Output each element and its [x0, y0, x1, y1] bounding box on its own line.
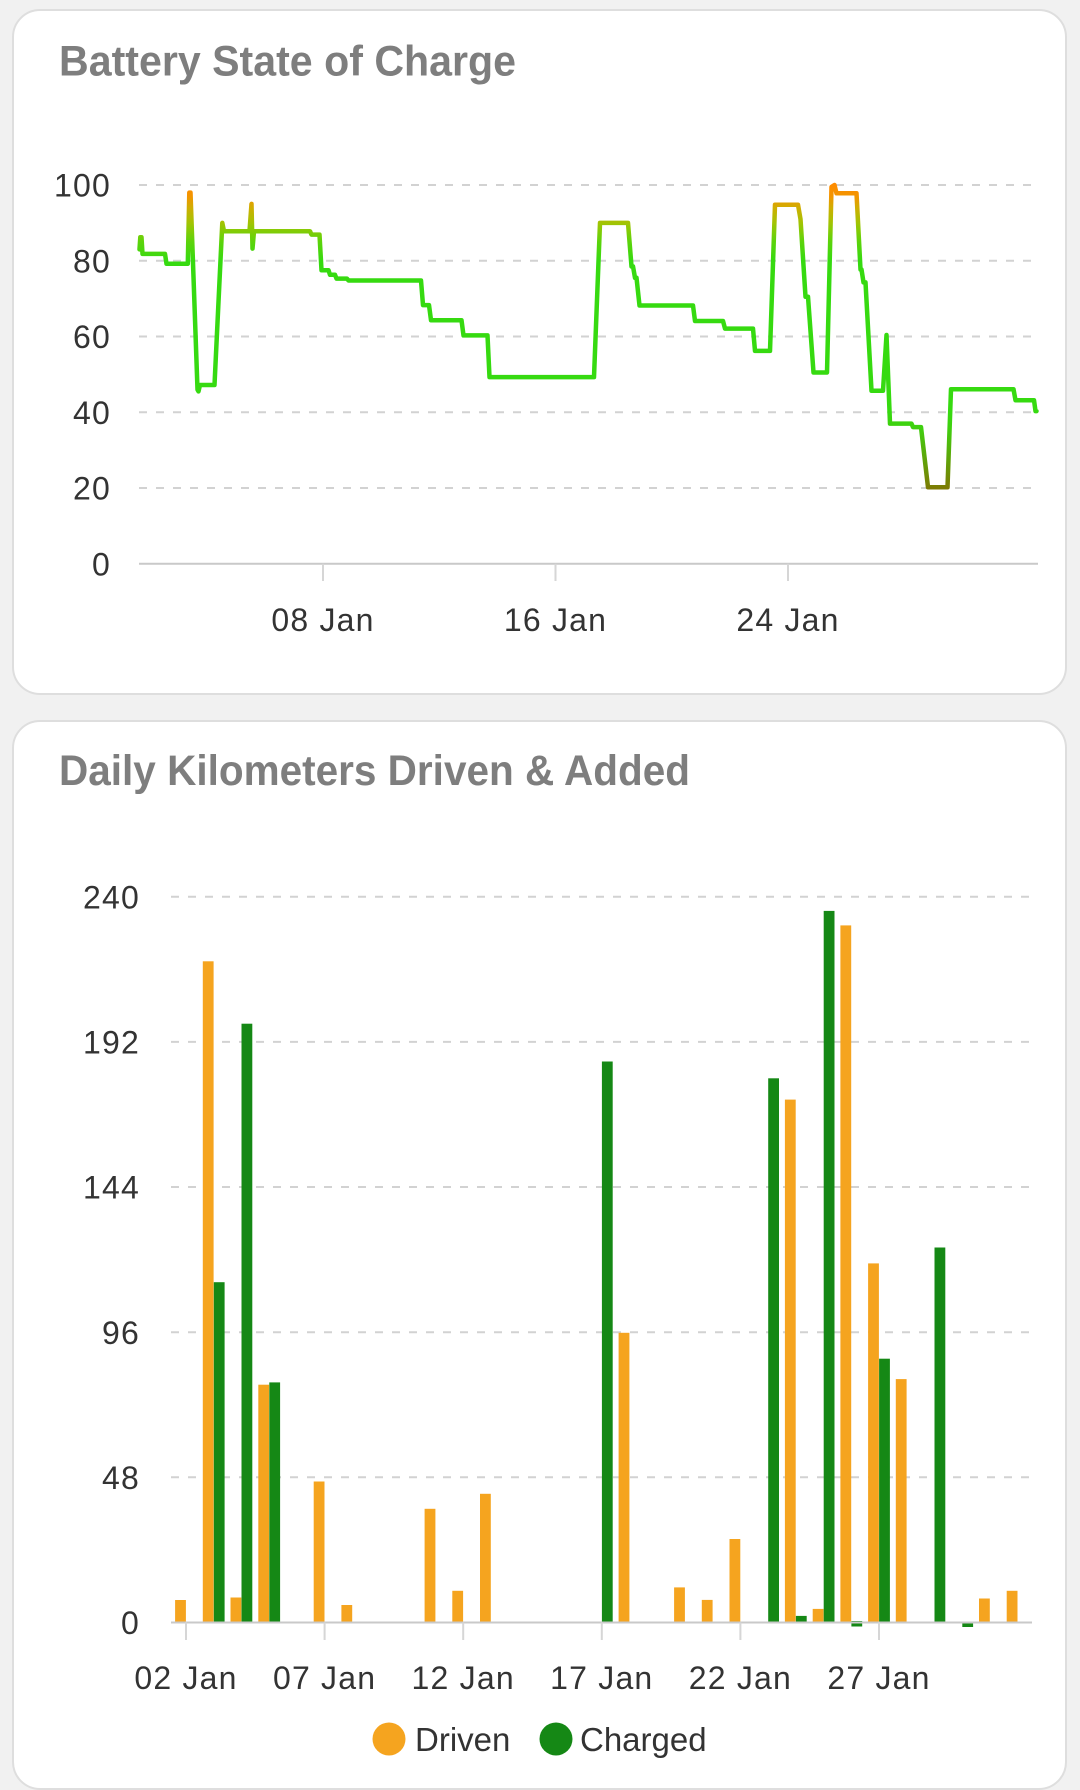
svg-text:48: 48: [102, 1460, 140, 1496]
svg-text:27 Jan: 27 Jan: [827, 1660, 930, 1696]
svg-text:80: 80: [73, 244, 111, 280]
svg-text:02 Jan: 02 Jan: [134, 1660, 237, 1696]
svg-text:192: 192: [83, 1025, 140, 1061]
svg-text:08 Jan: 08 Jan: [271, 602, 374, 638]
svg-text:96: 96: [102, 1315, 140, 1351]
svg-text:22 Jan: 22 Jan: [689, 1660, 792, 1696]
svg-text:Driven: Driven: [415, 1721, 510, 1758]
svg-text:0: 0: [92, 547, 111, 583]
svg-text:40: 40: [73, 395, 111, 431]
svg-text:20: 20: [73, 471, 111, 507]
svg-text:100: 100: [54, 168, 111, 204]
svg-text:16 Jan: 16 Jan: [504, 602, 607, 638]
svg-text:24 Jan: 24 Jan: [736, 602, 839, 638]
svg-text:Charged: Charged: [580, 1721, 707, 1758]
svg-text:12 Jan: 12 Jan: [412, 1660, 515, 1696]
svg-text:144: 144: [83, 1170, 140, 1206]
svg-text:17 Jan: 17 Jan: [550, 1660, 653, 1696]
svg-text:240: 240: [83, 879, 140, 915]
svg-text:Daily Kilometers Driven & Adde: Daily Kilometers Driven & Added: [59, 747, 690, 795]
svg-text:07 Jan: 07 Jan: [273, 1660, 376, 1696]
svg-text:60: 60: [73, 319, 111, 355]
svg-text:0: 0: [121, 1605, 140, 1641]
svg-text:Battery State of Charge: Battery State of Charge: [59, 38, 516, 86]
